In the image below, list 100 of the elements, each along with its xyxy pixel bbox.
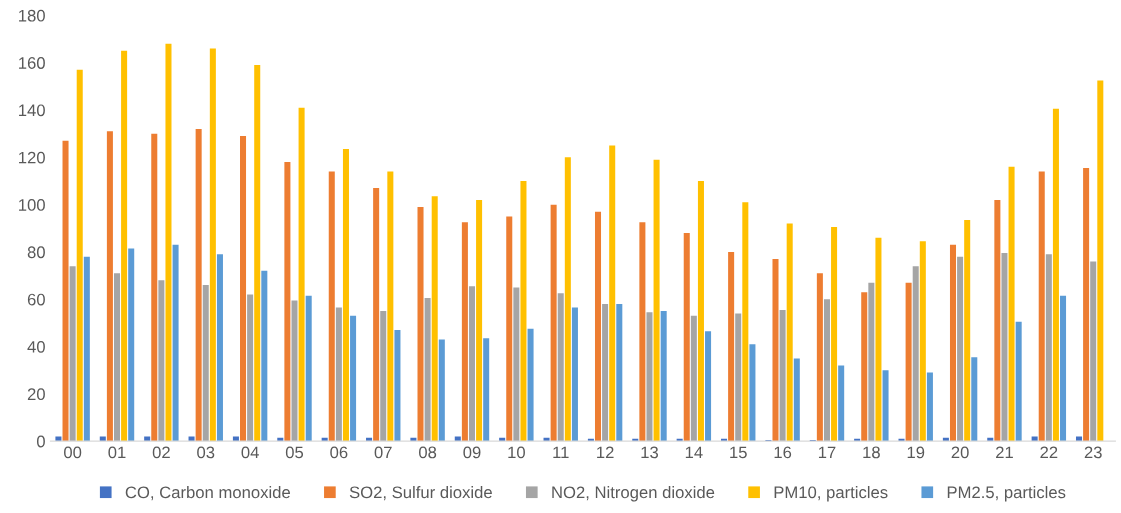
x-tick-label: 20 (951, 446, 969, 459)
bar (342, 149, 349, 442)
legend-label: SO2, Sulfur dioxide (349, 485, 492, 501)
bar (660, 311, 667, 442)
x-tick-label: 19 (907, 446, 925, 459)
bar (513, 287, 520, 442)
bar (216, 254, 223, 442)
x-tick-label: 15 (730, 446, 747, 459)
bar (195, 128, 202, 442)
bar (254, 65, 261, 442)
y-tick-label: 100 (19, 199, 45, 211)
x-tick-label: 23 (1084, 446, 1102, 459)
bar (919, 241, 926, 442)
bar (62, 140, 69, 442)
bar (912, 266, 919, 442)
bar (284, 162, 291, 442)
bar (602, 303, 609, 442)
bar (202, 285, 209, 442)
bar (823, 299, 830, 442)
bar (298, 107, 305, 442)
bar (165, 43, 172, 442)
bar (527, 328, 534, 442)
bar (151, 133, 158, 442)
bar (1015, 321, 1022, 442)
y-tick-label: 40 (27, 340, 45, 353)
bar (616, 303, 623, 442)
bar (1045, 254, 1052, 442)
bar (971, 357, 978, 442)
bar (831, 227, 838, 442)
bar (438, 339, 445, 442)
bar (816, 273, 823, 442)
bar (697, 180, 704, 442)
bar (594, 211, 602, 442)
legend-label: PM2.5, particles (947, 485, 1066, 502)
bar (335, 307, 342, 442)
x-tick-label: 17 (818, 446, 836, 459)
bar (128, 248, 135, 442)
bar (380, 311, 387, 442)
bar (387, 171, 394, 442)
x-tick-label: 10 (508, 446, 525, 459)
bar (564, 157, 571, 442)
x-tick-label: 04 (241, 446, 259, 459)
x-tick-label: 16 (774, 446, 792, 459)
x-tick-label: 22 (1040, 446, 1058, 459)
x-tick-label: 08 (419, 446, 437, 459)
bar (261, 270, 268, 442)
bar (106, 131, 113, 442)
x-tick-label: 05 (285, 446, 304, 459)
legend-label: CO, Carbon monoxide (125, 485, 290, 501)
bar (121, 50, 128, 442)
bar (1038, 171, 1045, 442)
bar (209, 48, 216, 442)
bar (461, 222, 468, 442)
bar (424, 298, 431, 442)
bar (728, 251, 735, 442)
bar (99, 436, 106, 442)
bar (875, 237, 882, 442)
y-tick-label: 20 (27, 388, 45, 401)
bar (653, 159, 660, 442)
bar (571, 307, 578, 442)
x-tick-label: 14 (685, 446, 703, 459)
y-tick-label: 120 (19, 151, 45, 164)
bar (247, 294, 254, 442)
bar (964, 220, 971, 442)
bar (158, 280, 165, 442)
bar (431, 196, 438, 442)
bar (690, 315, 697, 442)
y-tick-label: 140 (19, 104, 45, 117)
bar (113, 273, 121, 442)
bar (1031, 436, 1038, 442)
bar (55, 436, 62, 442)
bar (793, 358, 800, 442)
x-tick-label: 21 (996, 446, 1013, 459)
bar (926, 372, 933, 442)
x-tick-label: 00 (64, 446, 82, 459)
bar (373, 188, 380, 442)
bar (144, 436, 151, 442)
bar (476, 199, 483, 442)
x-tick-label: 12 (597, 446, 614, 459)
x-tick-label: 11 (553, 446, 569, 459)
x-tick-label: 02 (152, 446, 170, 459)
bar (1083, 167, 1090, 442)
bar (905, 282, 912, 442)
x-tick-label: 03 (197, 446, 215, 459)
bar (1060, 295, 1067, 442)
bar (742, 202, 749, 442)
bar (994, 199, 1001, 442)
bar (394, 330, 401, 442)
bar (454, 436, 461, 442)
bar (1008, 166, 1015, 442)
bar (609, 145, 616, 442)
bar (957, 256, 964, 442)
bar (328, 171, 335, 442)
x-tick-label: 01 (108, 446, 126, 459)
bar (772, 259, 779, 442)
bar (550, 204, 557, 442)
bar (188, 436, 195, 442)
bar (305, 295, 312, 442)
bar (683, 233, 690, 442)
bar (786, 223, 793, 442)
